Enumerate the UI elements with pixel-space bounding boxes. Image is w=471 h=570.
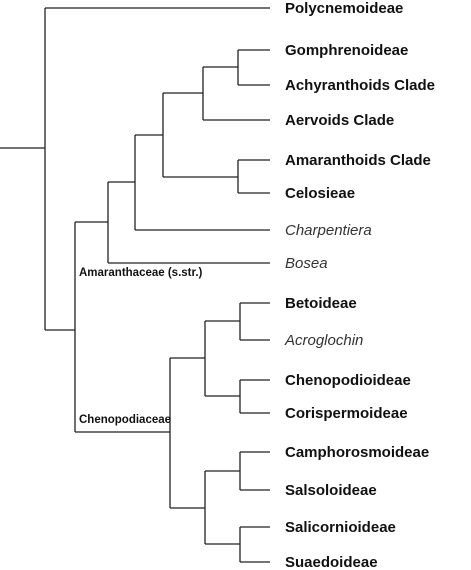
leaf-label: Aervoids Clade bbox=[285, 112, 394, 129]
leaf-label: Charpentiera bbox=[285, 222, 372, 239]
leaf-label: Betoideae bbox=[285, 295, 357, 312]
clade-label: Amaranthaceae (s.str.) bbox=[79, 267, 203, 279]
leaf-label: Salicornioideae bbox=[285, 519, 396, 536]
leaf-label: Amaranthoids Clade bbox=[285, 152, 431, 169]
leaf-label: Polycnemoideae bbox=[285, 0, 403, 17]
leaf-label: Acroglochin bbox=[284, 332, 363, 349]
leaf-label: Corispermoideae bbox=[285, 405, 408, 422]
leaf-label: Bosea bbox=[285, 255, 328, 272]
leaf-label: Salsoloideae bbox=[285, 482, 377, 499]
leaf-label: Achyranthoids Clade bbox=[285, 77, 435, 94]
leaf-label: Gomphrenoideae bbox=[285, 42, 408, 59]
leaf-label: Suaedoideae bbox=[285, 554, 378, 570]
tree-branches bbox=[0, 7, 270, 563]
clade-label: Chenopodiaceae bbox=[79, 414, 171, 426]
leaf-label: Chenopodioideae bbox=[285, 372, 411, 389]
leaf-label: Camphorosmoideae bbox=[285, 444, 429, 461]
leaf-label: Celosieae bbox=[285, 185, 355, 202]
